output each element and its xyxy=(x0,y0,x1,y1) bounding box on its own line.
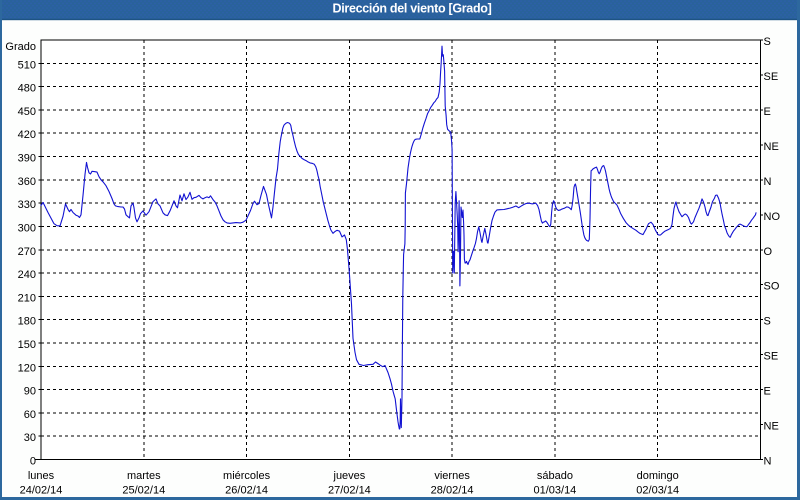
svg-text:viernes: viernes xyxy=(434,470,470,482)
svg-text:domingo: domingo xyxy=(637,470,679,482)
svg-text:NO: NO xyxy=(764,211,781,223)
svg-text:24/02/14: 24/02/14 xyxy=(20,485,63,497)
svg-text:360: 360 xyxy=(18,176,36,188)
svg-text:SE: SE xyxy=(764,71,779,83)
svg-text:27/02/14: 27/02/14 xyxy=(328,485,371,497)
svg-text:25/02/14: 25/02/14 xyxy=(122,485,165,497)
svg-text:Dirección del viento [Grado]: Dirección del viento [Grado] xyxy=(333,1,492,15)
svg-text:480: 480 xyxy=(18,83,36,95)
svg-text:270: 270 xyxy=(18,246,36,258)
svg-text:60: 60 xyxy=(24,409,36,421)
svg-text:28/02/14: 28/02/14 xyxy=(431,485,474,497)
svg-text:90: 90 xyxy=(24,386,36,398)
svg-text:300: 300 xyxy=(18,222,36,234)
svg-text:210: 210 xyxy=(18,292,36,304)
svg-text:180: 180 xyxy=(18,316,36,328)
svg-text:S: S xyxy=(764,36,771,48)
svg-text:S: S xyxy=(764,316,771,328)
svg-text:NE: NE xyxy=(764,421,779,433)
svg-text:martes: martes xyxy=(127,470,161,482)
svg-text:120: 120 xyxy=(18,362,36,374)
svg-text:30: 30 xyxy=(24,432,36,444)
svg-text:NE: NE xyxy=(764,141,779,153)
svg-text:510: 510 xyxy=(18,59,36,71)
svg-text:SO: SO xyxy=(764,281,780,293)
svg-text:E: E xyxy=(764,106,771,118)
svg-text:N: N xyxy=(764,456,772,468)
svg-text:sábado: sábado xyxy=(537,470,573,482)
svg-text:390: 390 xyxy=(18,153,36,165)
svg-text:450: 450 xyxy=(18,106,36,118)
svg-text:O: O xyxy=(764,246,773,258)
svg-text:miércoles: miércoles xyxy=(223,470,271,482)
svg-text:N: N xyxy=(764,176,772,188)
svg-text:02/03/14: 02/03/14 xyxy=(636,485,679,497)
svg-text:0: 0 xyxy=(30,456,36,468)
svg-text:150: 150 xyxy=(18,339,36,351)
svg-text:240: 240 xyxy=(18,269,36,281)
svg-text:jueves: jueves xyxy=(333,470,366,482)
svg-text:01/03/14: 01/03/14 xyxy=(533,485,576,497)
svg-text:lunes: lunes xyxy=(28,470,55,482)
svg-text:Grado: Grado xyxy=(5,41,36,53)
svg-text:420: 420 xyxy=(18,129,36,141)
svg-text:26/02/14: 26/02/14 xyxy=(225,485,268,497)
svg-text:330: 330 xyxy=(18,199,36,211)
svg-text:E: E xyxy=(764,386,771,398)
svg-text:SE: SE xyxy=(764,351,779,363)
